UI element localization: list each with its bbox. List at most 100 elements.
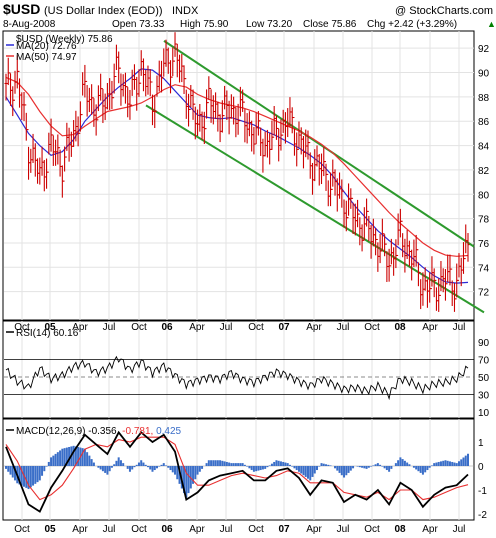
macd-histogram-bar [361, 466, 364, 468]
x-tick-label-bottom: Apr [72, 524, 88, 535]
macd-histogram-bar [327, 464, 330, 466]
x-tick-label-top: Jul [220, 322, 233, 333]
symbol-title: $USD [3, 1, 40, 17]
x-tick-label-bottom: Jul [220, 524, 233, 535]
macd-histogram-bar [347, 466, 350, 473]
macd-histogram-bar [255, 466, 258, 472]
macd-histogram-bar [273, 461, 276, 466]
macd-histogram-bar [250, 466, 253, 471]
macd-histogram-bar [421, 466, 424, 475]
macd-histogram-bar [201, 466, 204, 469]
macd-histogram-bar [442, 460, 445, 466]
macd-histogram-bar [171, 466, 174, 473]
price-y-tick: 92 [478, 44, 490, 55]
macd-histogram-bar [417, 466, 420, 472]
macd-histogram-bar [149, 466, 152, 470]
macd-histogram-bar [165, 465, 168, 466]
price-panel [2, 30, 475, 321]
macd-y-tick: -2 [478, 510, 487, 521]
macd-histogram-bar [419, 466, 422, 473]
macd-histogram-bar [358, 466, 361, 468]
macd-histogram-bar [246, 466, 249, 467]
macd-histogram-bar [117, 457, 120, 466]
macd-histogram-bar [20, 466, 23, 486]
macd-histogram-bar [162, 463, 165, 466]
macd-histogram-bar [192, 466, 195, 484]
macd-histogram-bar [464, 455, 467, 466]
macd-histogram-bar [160, 464, 163, 466]
macd-histogram-bar [379, 464, 382, 466]
macd-histogram-bar [45, 466, 48, 467]
macd-histogram-bar [403, 460, 406, 466]
macd-histogram-bar [367, 466, 370, 468]
close-value: Close 75.86 [303, 19, 357, 30]
macd-histogram-bar [338, 466, 341, 473]
macd-histogram-bar [108, 466, 111, 472]
macd-histogram-bar [185, 466, 188, 498]
macd-histogram-bar [212, 460, 215, 466]
macd-histogram-bar [343, 466, 346, 478]
macd-histogram-bar [158, 466, 161, 467]
price-y-tick: 74 [478, 263, 490, 274]
macd-histogram-bar [457, 461, 460, 466]
macd-histogram-bar [14, 466, 17, 481]
x-tick-label-top: Jul [337, 322, 350, 333]
macd-value: MACD(12,26,9) -0.356, [16, 426, 122, 437]
copyright: @ StockCharts.com [395, 5, 493, 17]
open-value: Open 73.33 [112, 19, 165, 30]
x-tick-label-top: 08 [394, 322, 406, 333]
high-value: High 75.90 [180, 19, 229, 30]
macd-histogram-bar [291, 466, 294, 467]
macd-histogram-bar [56, 452, 59, 466]
macd-histogram-bar [406, 462, 409, 466]
macd-histogram-bar [286, 463, 289, 466]
macd-y-tick: -1 [478, 486, 487, 497]
macd-line [5, 430, 469, 513]
macd-histogram-bar [25, 466, 28, 488]
macd-histogram-bar [133, 466, 136, 468]
macd-histogram-bar [232, 463, 235, 466]
macd-histogram-bar [435, 462, 438, 466]
macd-histogram-bar [426, 466, 429, 471]
macd-histogram-bar [264, 466, 267, 469]
macd-histogram-bar [433, 463, 436, 466]
x-tick-label-top: Apr [422, 322, 438, 333]
x-tick-label-top: Apr [189, 322, 205, 333]
macd-histogram-bar [27, 466, 30, 490]
x-tick-label-top: 05 [44, 322, 56, 333]
macd-histogram-bar [106, 466, 109, 475]
macd-histogram-bar [59, 450, 62, 466]
x-tick-label-top: 07 [278, 322, 290, 333]
macd-histogram-bar [72, 445, 75, 466]
macd-histogram-bar [412, 466, 415, 468]
macd-histogram-bar [460, 459, 463, 466]
macd-histogram-bar [320, 463, 323, 466]
macd-histogram-bar [104, 466, 107, 473]
macd-histogram-bar [151, 466, 154, 472]
macd-histogram-bar [415, 466, 418, 470]
macd-histogram-bar [196, 466, 199, 475]
macd-histogram-bar [306, 466, 309, 479]
macd-histogram-bar [140, 460, 143, 466]
macd-histogram-bar [311, 466, 314, 477]
ma50-legend: MA(50) 74.97 [16, 52, 77, 63]
macd-histogram-bar [5, 466, 7, 469]
x-axis-ticks: Oct Oct 05 05 Apr Apr Jul Jul Oct Oct 06 06 Apr Apr Ju… [14, 322, 465, 535]
macd-histogram-bar [313, 466, 316, 474]
macd-histogram-bar [68, 446, 71, 466]
x-tick-label-bottom: 07 [278, 524, 290, 535]
macd-histogram-bar [282, 461, 285, 466]
macd-histogram-bar [444, 460, 447, 466]
exchange-label: INDX [172, 5, 199, 17]
lower-trend-channel-line [145, 104, 485, 314]
price-legend-main: $USD (Weekly) 75.86 [16, 34, 113, 45]
rsi-y-tick: 90 [478, 338, 490, 349]
macd-histogram-bar [388, 466, 391, 472]
rsi-y-tick: 70 [478, 356, 490, 367]
macd-histogram-bar [279, 461, 282, 466]
macd-histogram-bar [32, 466, 35, 486]
x-tick-label-bottom: Apr [422, 524, 438, 535]
macd-histogram-bar [288, 464, 291, 466]
macd-histogram-bar [194, 466, 197, 480]
macd-histogram-bar [178, 466, 181, 484]
